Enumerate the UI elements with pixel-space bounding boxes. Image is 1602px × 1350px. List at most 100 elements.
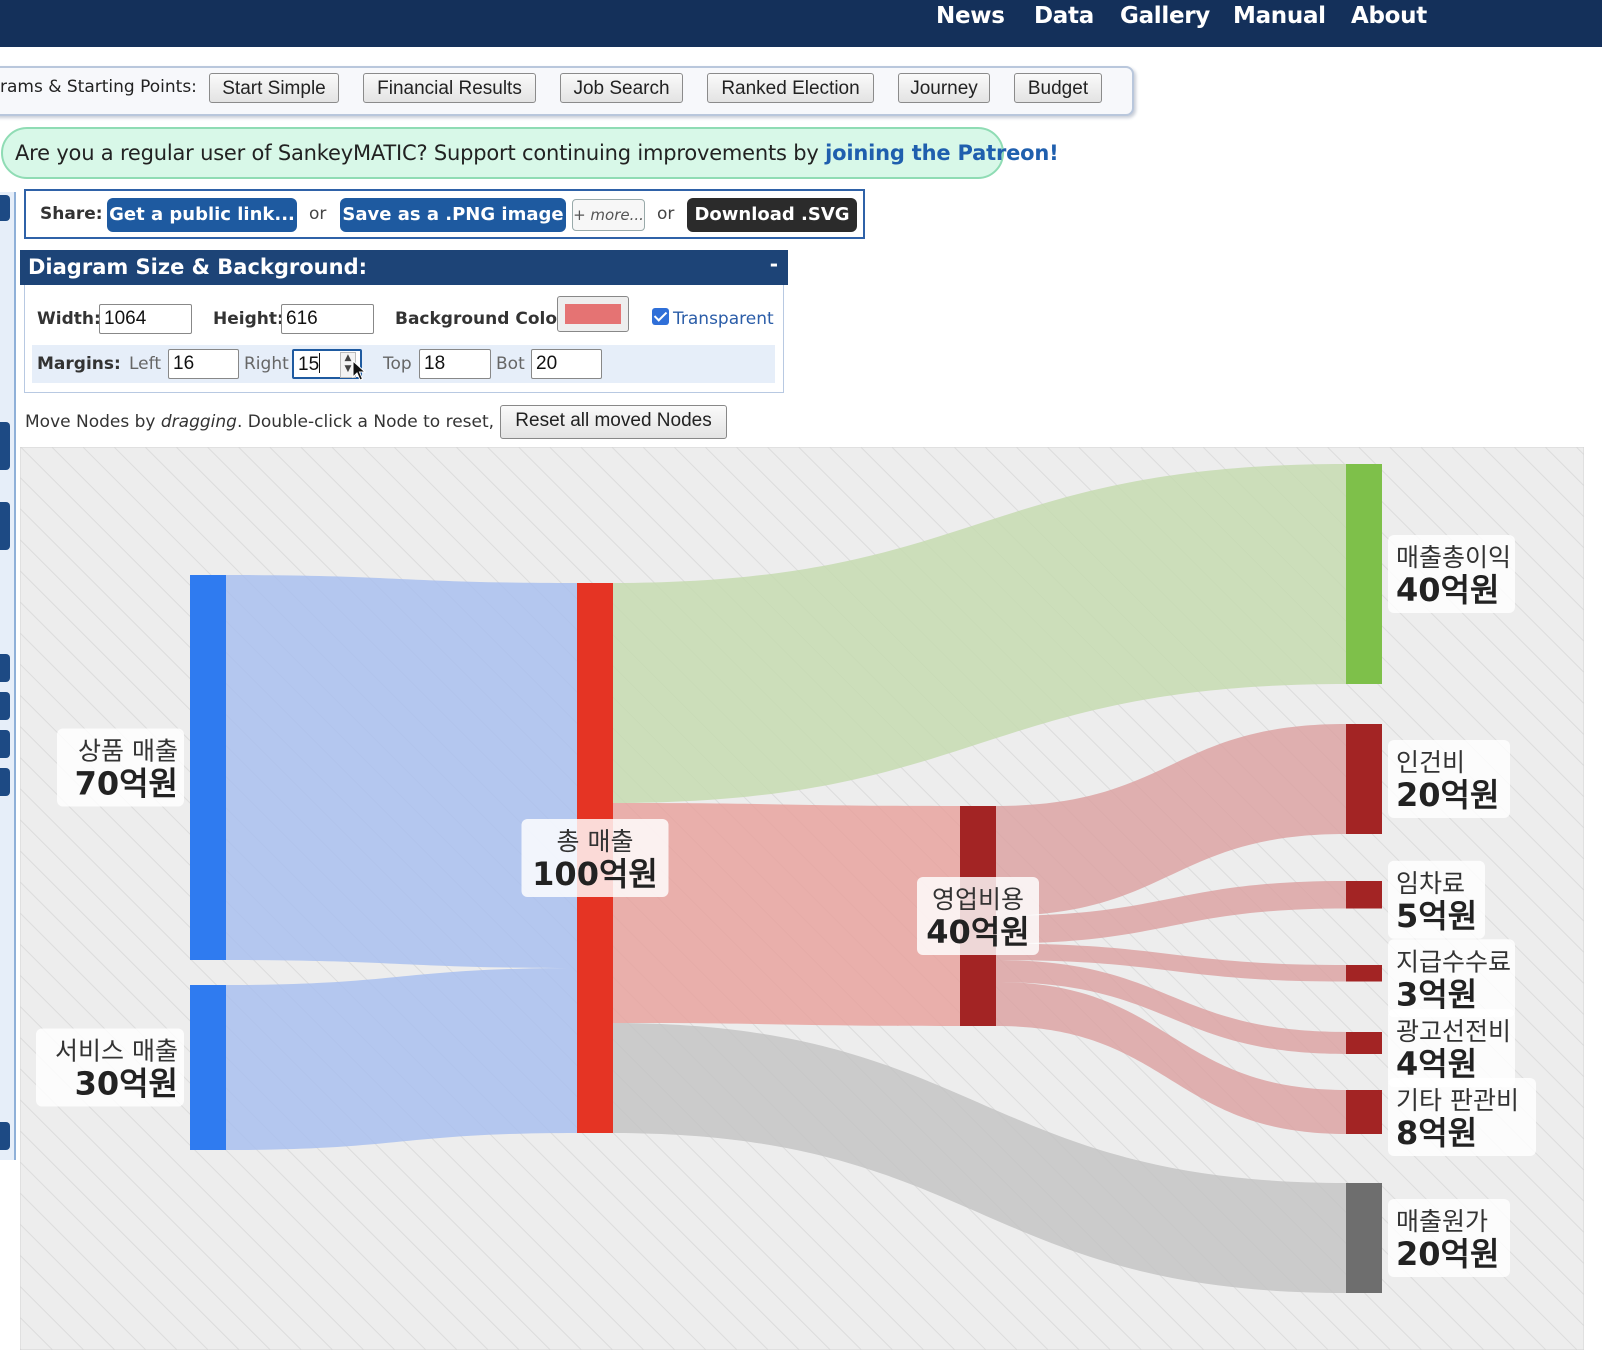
node-value-label: 40억원 — [926, 913, 1029, 951]
collapse-icon[interactable]: - — [769, 252, 778, 276]
rail-tab[interactable] — [0, 195, 10, 221]
text-cursor — [319, 353, 321, 373]
more-export-button[interactable]: + more... — [572, 199, 645, 231]
node-value-label: 20억원 — [1396, 776, 1499, 814]
margin-top-input[interactable]: 18 — [419, 349, 491, 379]
label-background — [1388, 860, 1485, 939]
label-background — [36, 1028, 184, 1107]
label-background — [1388, 1199, 1510, 1277]
link-opex-rent — [996, 881, 1346, 944]
node-other[interactable] — [1346, 1090, 1382, 1134]
label-background — [1388, 939, 1515, 1018]
node-rent[interactable] — [1346, 881, 1382, 909]
nav-news[interactable]: News — [936, 3, 1005, 29]
example-start-simple-button[interactable]: Start Simple — [209, 73, 339, 103]
node-fees[interactable] — [1346, 965, 1382, 982]
node-name-label: 광고선전비 — [1396, 1017, 1511, 1046]
size-panel-header[interactable]: Diagram Size & Background: - — [20, 250, 788, 285]
margin-right-label: Right — [244, 354, 289, 374]
patreon-link[interactable]: joining the Patreon! — [825, 141, 1059, 165]
link-opex-ads — [996, 960, 1346, 1054]
margins-row — [32, 345, 775, 383]
reset-moved-nodes-button[interactable]: Reset all moved Nodes — [500, 405, 727, 439]
node-name-label: 지급수수료 — [1396, 947, 1511, 976]
link-opex-other — [996, 982, 1346, 1134]
label-background — [917, 877, 1039, 955]
rail-tab[interactable] — [0, 768, 10, 796]
width-label: Width: — [37, 309, 101, 329]
margins-label: Margins: — [37, 354, 121, 374]
download-svg-button[interactable]: Download .SVG — [687, 198, 857, 232]
mouse-pointer-icon — [352, 360, 367, 381]
patreon-text: Are you a regular user of SankeyMATIC? S… — [15, 141, 1059, 165]
patreon-banner: Are you a regular user of SankeyMATIC? S… — [1, 127, 1059, 179]
or-text: or — [657, 204, 675, 224]
nav-manual[interactable]: Manual — [1233, 3, 1326, 29]
node-value-label: 40억원 — [1396, 571, 1499, 609]
node-gross[interactable] — [1346, 464, 1382, 684]
move-nodes-hint: Move Nodes by dragging. Double-click a N… — [25, 412, 523, 432]
node-value-label: 30억원 — [75, 1065, 178, 1103]
node-cogs[interactable] — [1346, 1183, 1382, 1293]
nav-data[interactable]: Data — [1034, 3, 1094, 29]
inputs-panel-edge — [0, 192, 16, 1160]
color-swatch — [565, 304, 621, 324]
rail-tab[interactable] — [0, 422, 10, 470]
label-background — [521, 819, 669, 897]
node-value-label: 70억원 — [75, 765, 178, 803]
background-color-label: Background Color: — [395, 309, 573, 329]
example-job-search-button[interactable]: Job Search — [560, 73, 683, 103]
example-financial-results-button[interactable]: Financial Results — [363, 73, 536, 103]
nav-about[interactable]: About — [1351, 3, 1427, 29]
save-png-button[interactable]: Save as a .PNG image — [340, 198, 566, 232]
label-background — [57, 728, 184, 807]
node-labor[interactable] — [1346, 724, 1382, 834]
node-value-label: 5억원 — [1396, 897, 1477, 935]
node-value-label: 20억원 — [1396, 1235, 1499, 1273]
rail-tab[interactable] — [0, 502, 10, 550]
label-background — [1388, 535, 1515, 613]
rail-tab[interactable] — [0, 730, 10, 758]
margin-bottom-label: Bot — [496, 354, 525, 374]
example-ranked-election-button[interactable]: Ranked Election — [707, 73, 874, 103]
node-ads[interactable] — [1346, 1032, 1382, 1054]
example-budget-button[interactable]: Budget — [1014, 73, 1102, 103]
height-input[interactable]: 616 — [281, 304, 374, 334]
rail-tab[interactable] — [0, 654, 10, 682]
transparent-checkbox[interactable] — [652, 308, 669, 325]
width-input[interactable]: 1064 — [99, 304, 192, 334]
rail-tab[interactable] — [0, 692, 10, 720]
link-opex-labor — [996, 724, 1346, 916]
margin-bottom-input[interactable]: 20 — [531, 349, 602, 379]
example-journey-button[interactable]: Journey — [898, 73, 990, 103]
rail-tab[interactable] — [0, 1122, 10, 1150]
node-value-label: 3억원 — [1396, 975, 1477, 1013]
background-color-picker[interactable] — [557, 296, 629, 332]
top-nav-bar: News Data Gallery Manual About — [0, 0, 1602, 47]
node-name-label: 상품 매출 — [78, 737, 178, 766]
margin-left-label: Left — [129, 354, 161, 374]
node-service[interactable] — [190, 985, 226, 1150]
sankey-links — [226, 464, 1346, 1293]
node-name-label: 매출원가 — [1396, 1207, 1488, 1236]
label-background — [1388, 740, 1510, 818]
node-value-label: 4억원 — [1396, 1045, 1477, 1083]
link-service-total — [226, 968, 577, 1150]
link-opex-fees — [996, 943, 1346, 982]
margin-left-input[interactable]: 16 — [168, 349, 239, 379]
public-link-button[interactable]: Get a public link... — [107, 198, 297, 232]
node-product[interactable] — [190, 575, 226, 960]
nav-gallery[interactable]: Gallery — [1120, 3, 1211, 29]
link-product-total — [226, 575, 577, 968]
node-name-label: 영업비용 — [932, 885, 1024, 914]
examples-label: rams & Starting Points: — [0, 77, 197, 97]
node-name-label: 서비스 매출 — [55, 1037, 178, 1066]
